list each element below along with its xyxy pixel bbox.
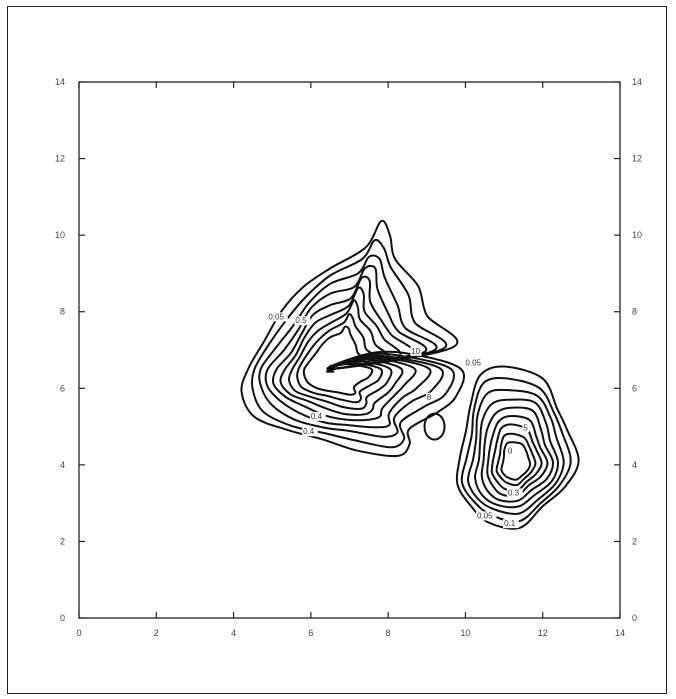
x-tick-label: 10 [460, 628, 470, 638]
contour-label: 0.05 [268, 312, 284, 321]
y-tick-label-left: 10 [55, 230, 65, 240]
x-tick-label: 4 [231, 628, 236, 638]
contour-main-level [264, 264, 432, 429]
contour-secondary-level [480, 406, 555, 503]
axes-layer: 0 2 4 6 8 10 12 14 0 0 2 2 4 4 6 6 8 8 10 10 12 12 14 14 [55, 77, 642, 638]
contour-label: 0.4 [311, 412, 323, 421]
contour-label-bg [309, 411, 326, 421]
x-tick-label: 6 [308, 628, 313, 638]
contour-label-bg [464, 358, 485, 368]
contour-label: 0.05 [465, 358, 481, 367]
contour-label-layer: 0.05 0.5 10 0.05 0.4 0.4 8 5 0 0.3 0.05 0.1 [267, 312, 529, 529]
contour-label: 8 [427, 393, 432, 402]
contour-label: 0.1 [504, 519, 516, 528]
chart-frame [7, 6, 667, 694]
contour-label-bg [522, 423, 529, 433]
y-tick-label-left: 14 [55, 77, 65, 87]
contour-label: 5 [523, 423, 528, 432]
contour-layer [240, 219, 580, 530]
contour-main-level [302, 325, 374, 396]
contour-label-bg [506, 488, 523, 498]
x-tick-label: 14 [615, 628, 625, 638]
contour-label-bg [410, 346, 422, 356]
contour-main-level [258, 254, 444, 438]
y-tick-label-right: 12 [632, 154, 642, 164]
y-tick-label-right: 4 [632, 460, 637, 470]
peak-marker [325, 364, 335, 373]
x-tick-label: 12 [538, 628, 548, 638]
contour-main-level [250, 238, 456, 449]
contour-label: 0.3 [508, 488, 520, 497]
contour-label-bg [425, 392, 433, 402]
contour-main-level [279, 286, 404, 416]
contour-main-level [240, 219, 465, 458]
y-tick-label-left: 12 [55, 154, 65, 164]
contour-secondary-level [500, 441, 532, 481]
contour-label-bg [267, 312, 288, 322]
y-tick-label-left: 4 [60, 460, 65, 470]
contour-saddle [423, 412, 446, 441]
y-tick-label-right: 10 [632, 230, 642, 240]
y-tick-label-right: 14 [632, 77, 642, 87]
y-tick-label-right: 8 [632, 307, 637, 317]
plot-border [78, 81, 621, 619]
contour-secondary-level [495, 432, 537, 487]
contour-main-level [287, 299, 393, 410]
contour-main-level [271, 275, 417, 422]
y-tick-label-left: 2 [60, 536, 65, 546]
y-tick-label-right: 6 [632, 383, 637, 393]
contour-label: 10 [411, 347, 420, 356]
contour-label: 0.4 [303, 427, 315, 436]
y-tick-label-right: 0 [632, 613, 637, 623]
contour-secondary-level [467, 388, 565, 515]
contour-secondary-level [474, 398, 560, 509]
y-tick-label-left: 0 [60, 613, 65, 623]
y-tick-label-left: 8 [60, 307, 65, 317]
x-tick-label: 0 [76, 628, 81, 638]
contour-main-level [296, 313, 384, 404]
x-tick-label: 2 [154, 628, 159, 638]
contour-label-bg [503, 519, 519, 529]
x-tick-label: 8 [386, 628, 391, 638]
contour-label: 0.05 [477, 511, 493, 520]
contour-label: 0.5 [295, 316, 307, 325]
contour-label-bg [294, 316, 311, 326]
contour-label-bg [302, 427, 318, 437]
y-tick-label-right: 2 [632, 536, 637, 546]
y-tick-label-left: 6 [60, 383, 65, 393]
contour-label: 0 [508, 446, 513, 455]
contour-label-bg [476, 511, 497, 521]
contour-label-bg [506, 446, 514, 456]
marker-layer [325, 364, 335, 373]
